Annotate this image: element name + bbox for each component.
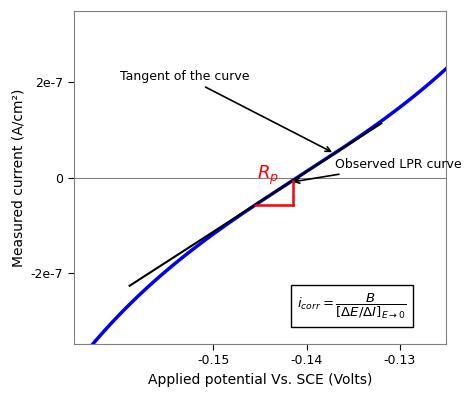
Text: $R_p$: $R_p$ xyxy=(257,163,279,187)
Y-axis label: Measured current (A/cm²): Measured current (A/cm²) xyxy=(11,88,25,267)
X-axis label: Applied potential Vs. SCE (Volts): Applied potential Vs. SCE (Volts) xyxy=(148,373,372,387)
Text: $i_{corr} = \dfrac{B}{[\Delta E/\Delta I]_{E \rightarrow 0}}$: $i_{corr} = \dfrac{B}{[\Delta E/\Delta I… xyxy=(297,291,407,321)
Text: Tangent of the curve: Tangent of the curve xyxy=(120,70,330,151)
Text: Observed LPR curve: Observed LPR curve xyxy=(294,158,461,183)
